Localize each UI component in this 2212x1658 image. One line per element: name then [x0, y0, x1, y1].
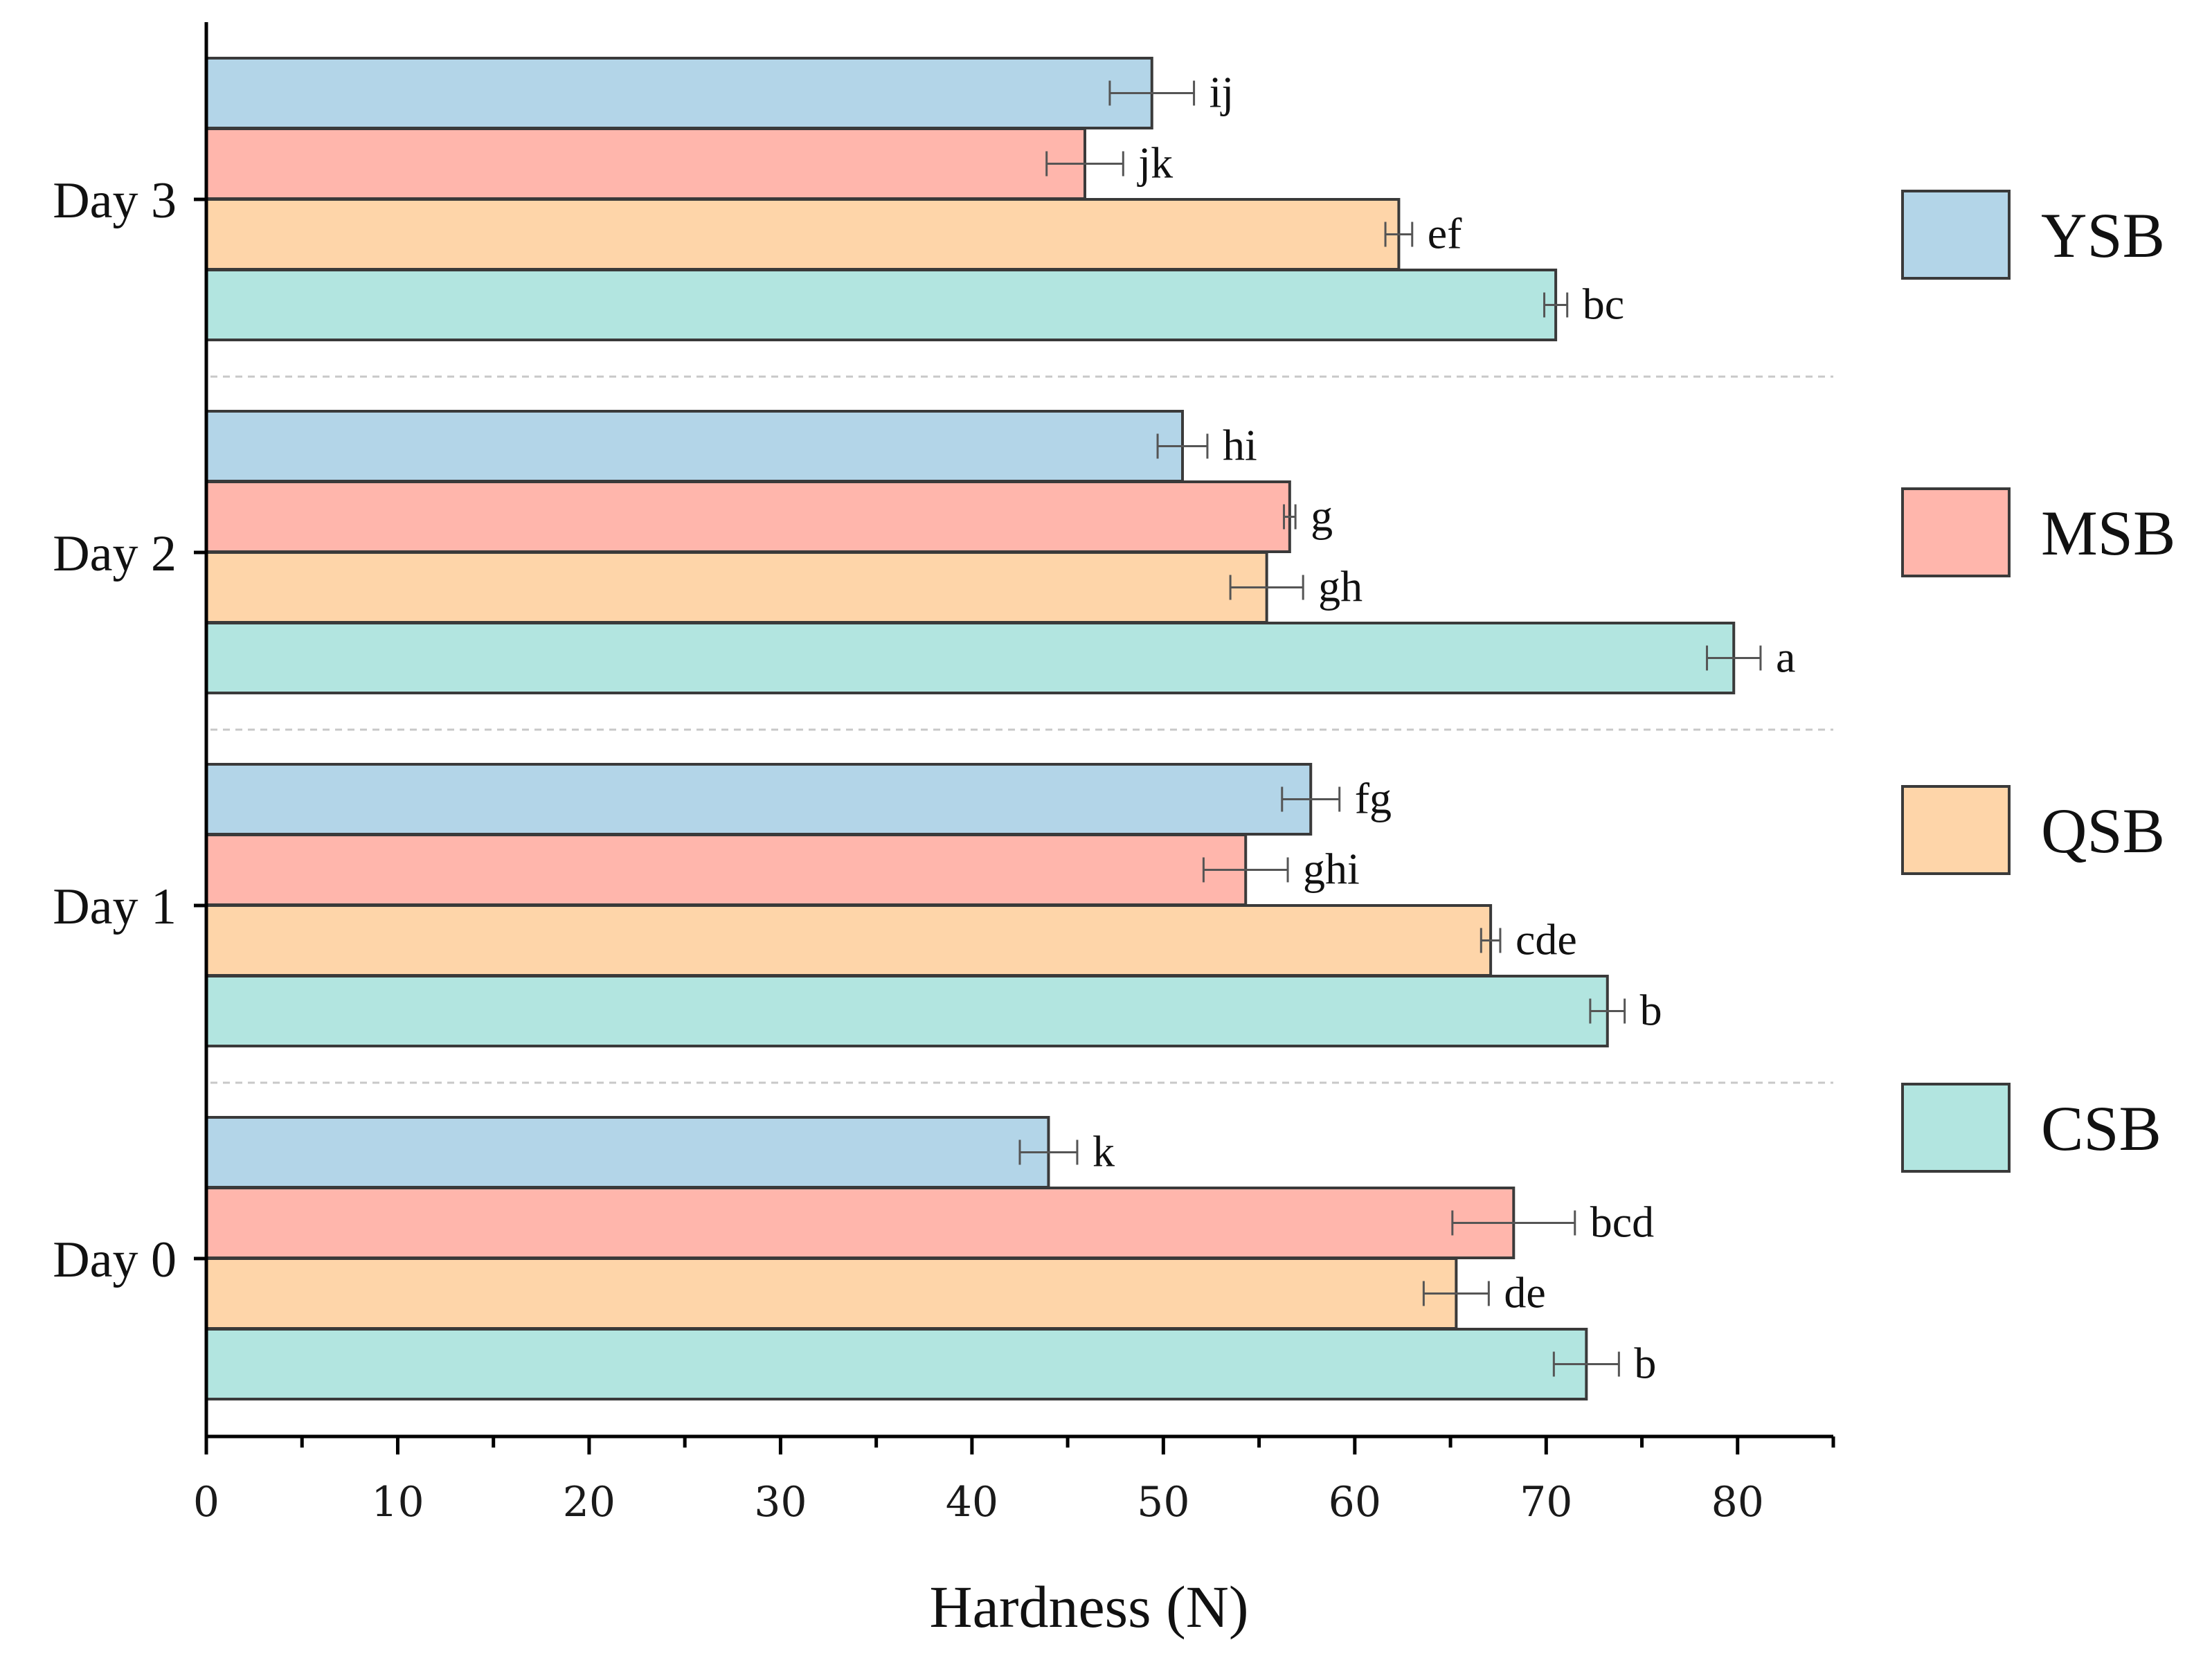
legend-swatch-ysb: [1901, 190, 2011, 280]
legend-label: CSB: [2041, 1093, 2161, 1164]
bar-msb: [205, 480, 1291, 553]
significance-letter: fg: [1355, 774, 1392, 823]
significance-letter: de: [1504, 1268, 1545, 1317]
significance-letter: b: [1634, 1339, 1656, 1388]
x-axis-title: Hardness (N): [930, 1574, 1249, 1640]
bar-ysb: [205, 57, 1153, 129]
significance-letter: a: [1776, 633, 1795, 682]
significance-letter: cde: [1516, 915, 1577, 964]
significance-letter: bcd: [1590, 1198, 1654, 1247]
bar-qsb: [205, 551, 1268, 624]
category-label: Day 2: [53, 525, 177, 582]
bar-msb: [205, 1187, 1516, 1259]
significance-letter: b: [1640, 986, 1662, 1035]
legend-label: YSB: [2041, 200, 2165, 271]
x-tick-label: 50: [1137, 1478, 1189, 1526]
bar-csb: [205, 975, 1609, 1047]
x-tick-label: 20: [563, 1478, 615, 1526]
bar-ysb: [205, 1116, 1050, 1189]
category-label: Day 3: [53, 172, 177, 229]
x-tick-label: 80: [1711, 1478, 1764, 1526]
significance-letter: ef: [1428, 209, 1462, 258]
category-labels: Day 3 Day 2 Day 1 Day 0: [53, 172, 206, 1288]
bar-ysb: [205, 763, 1313, 836]
category-label: Day 0: [53, 1232, 177, 1288]
category-label: Day 1: [53, 878, 177, 935]
x-tick-label: 0: [193, 1478, 219, 1526]
x-tick-label: 30: [754, 1478, 807, 1526]
legend-swatch-msb: [1901, 487, 2011, 577]
significance-letter: jk: [1137, 138, 1173, 188]
x-tick-label: 60: [1329, 1478, 1381, 1526]
significance-letter: ghi: [1303, 845, 1360, 894]
bar-csb: [205, 622, 1736, 694]
significance-letter: gh: [1318, 562, 1363, 611]
significance-letter: ij: [1210, 68, 1234, 117]
x-tick-label: 70: [1520, 1478, 1572, 1526]
legend: YSB MSB QSB CSB: [1901, 190, 2175, 1173]
legend-label: QSB: [2041, 795, 2165, 866]
bar-qsb: [205, 198, 1401, 271]
legend-label: MSB: [2041, 498, 2175, 568]
bar-csb: [205, 1328, 1588, 1400]
x-ticks: 0 10 20 30 40 50 60 70 80: [193, 1436, 1835, 1526]
bar-csb: [205, 269, 1558, 341]
significance-letter: hi: [1223, 421, 1257, 470]
significance-letter: bc: [1583, 280, 1624, 329]
x-tick-label: 40: [946, 1478, 998, 1526]
significance-letter: k: [1092, 1127, 1115, 1176]
significance-letter: g: [1311, 492, 1333, 541]
bar-msb: [205, 833, 1248, 906]
x-tick-label: 10: [371, 1478, 424, 1526]
bar-qsb: [205, 904, 1493, 977]
bar-qsb: [205, 1257, 1458, 1330]
bar-ysb: [205, 410, 1184, 483]
axes-layer: [204, 22, 1833, 1439]
legend-swatch-csb: [1901, 1083, 2011, 1173]
legend-swatch-qsb: [1901, 785, 2011, 875]
group-separators: [210, 375, 1833, 1084]
bar-msb: [205, 127, 1086, 200]
